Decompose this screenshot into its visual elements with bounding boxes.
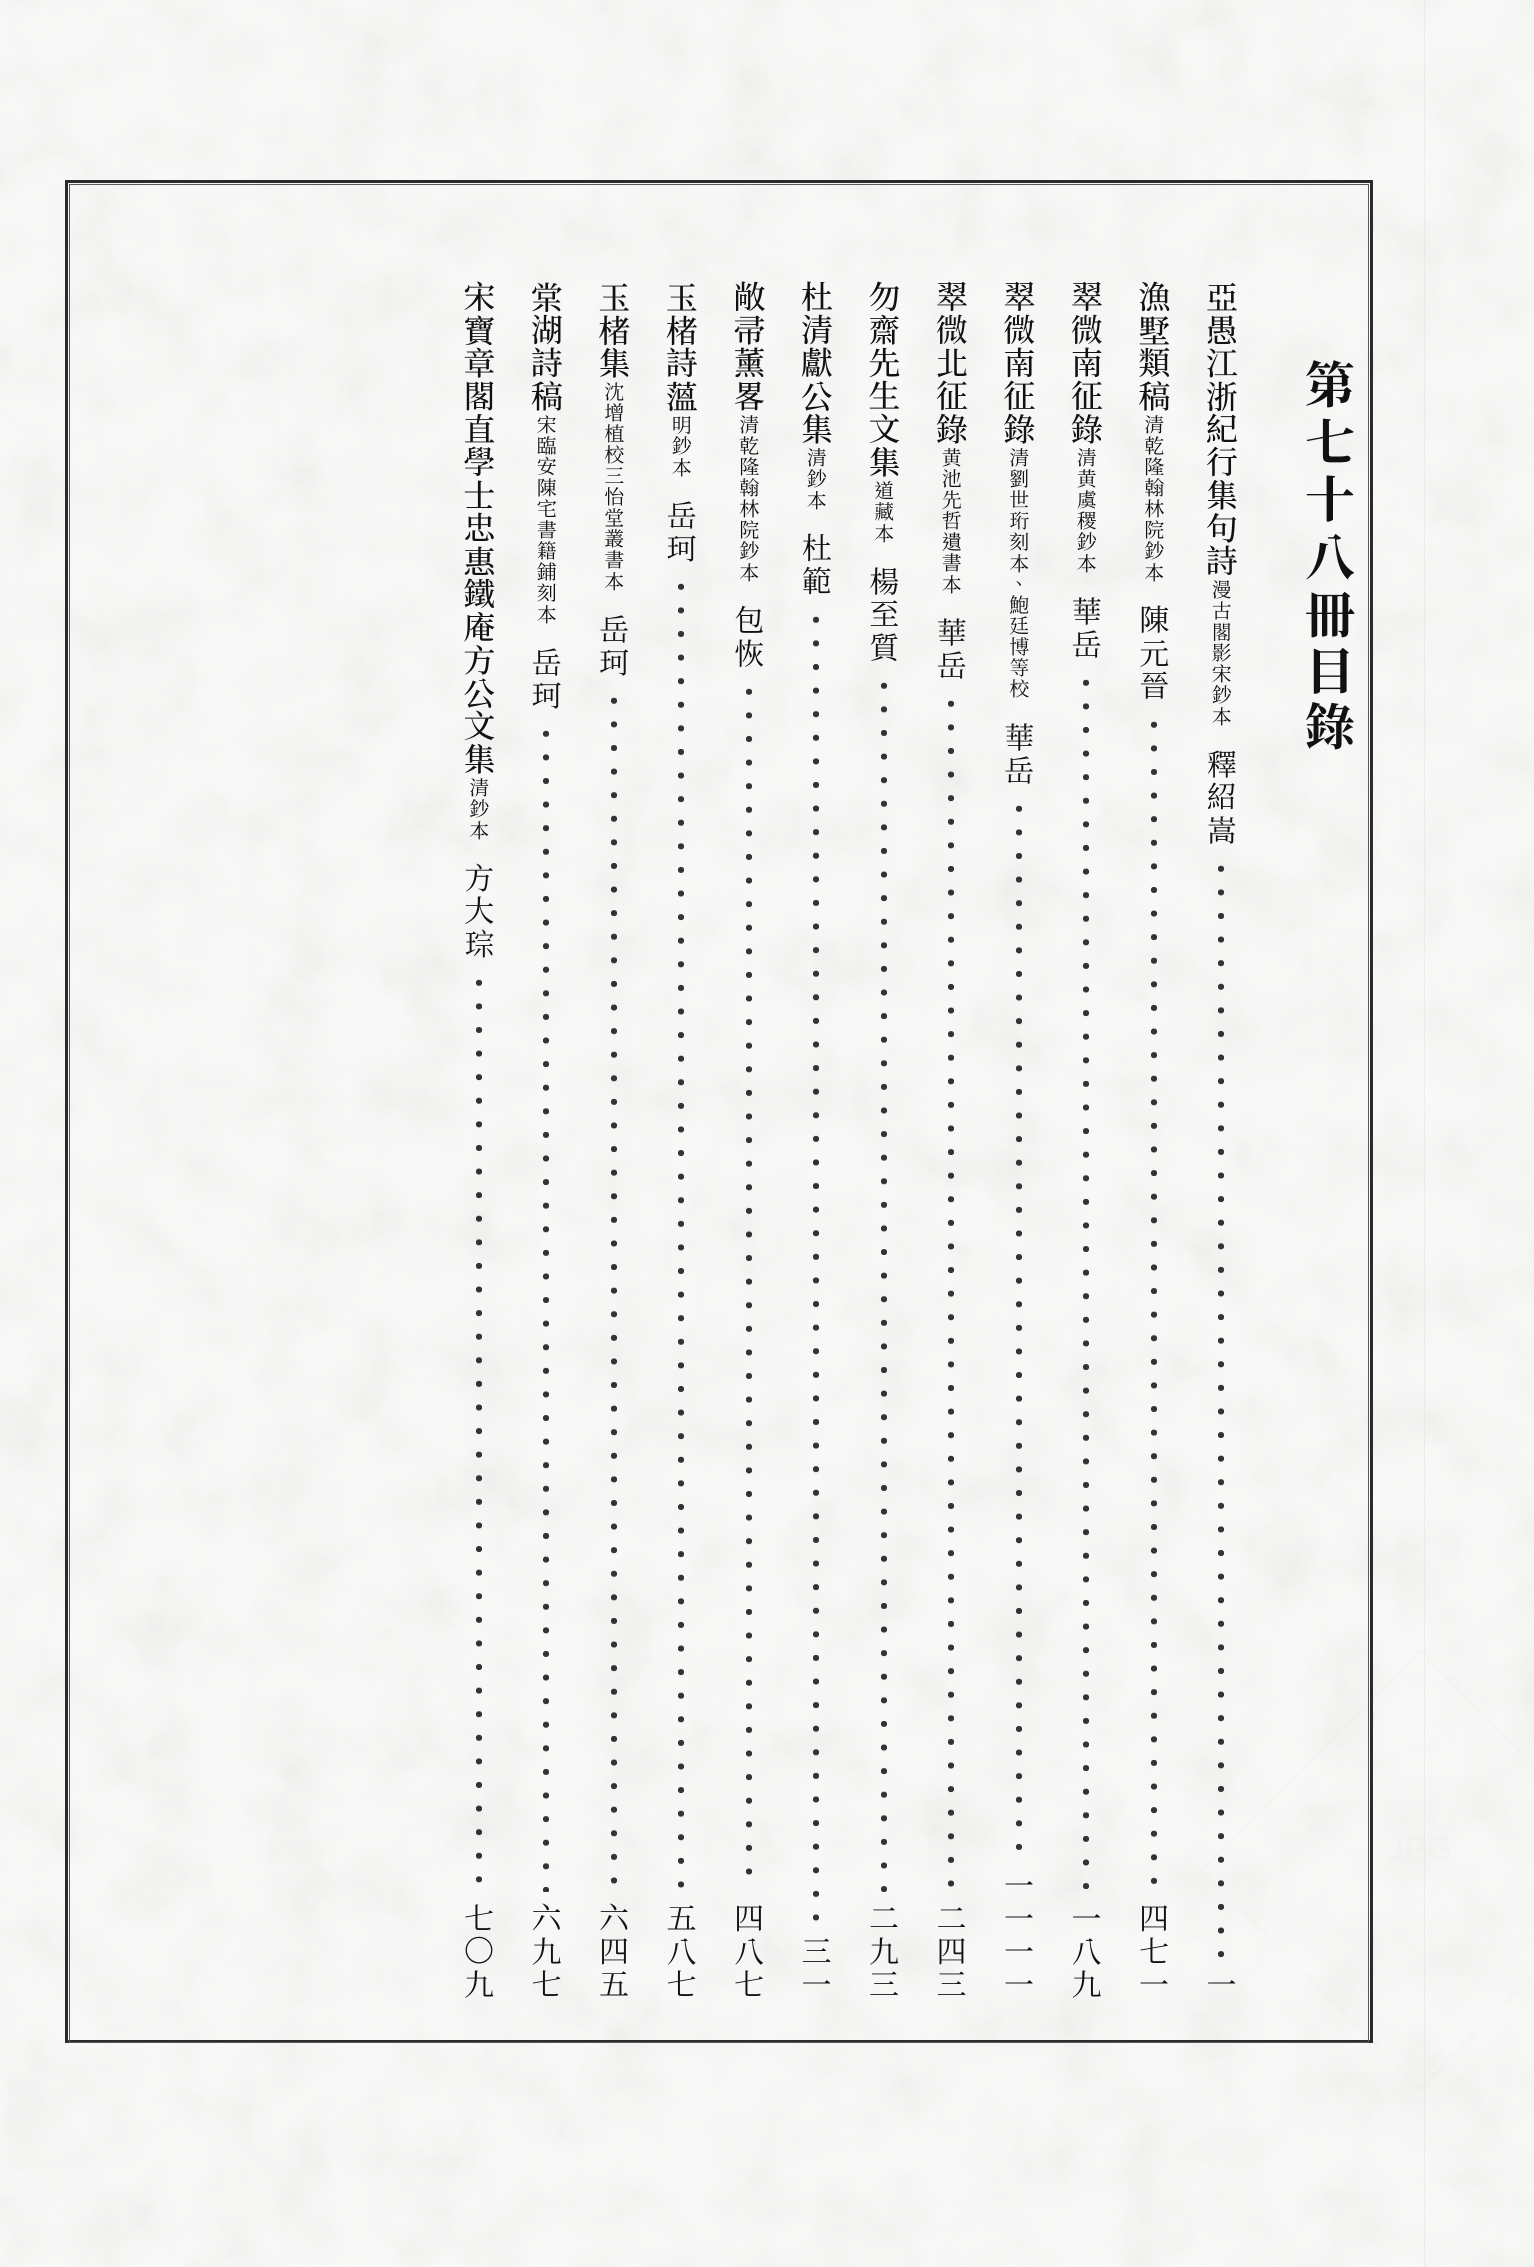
svg-text:JPG: JPG — [1387, 1830, 1453, 1868]
